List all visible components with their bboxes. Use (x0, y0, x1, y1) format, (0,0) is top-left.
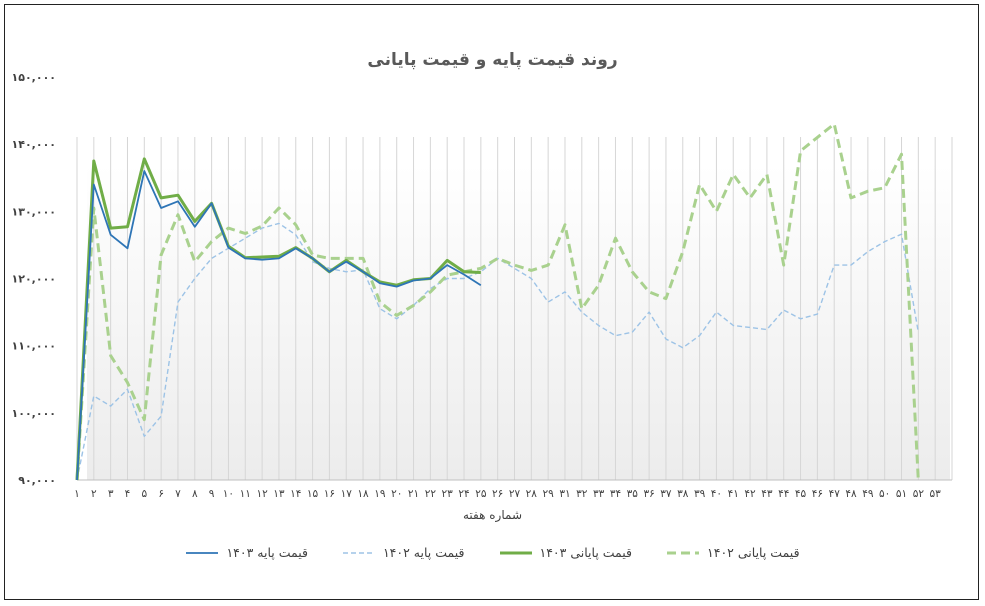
x-tick-label: ۲۹ (543, 488, 555, 500)
x-tick-label: ۳۱ (559, 488, 570, 500)
legend-label: قیمت پایه ۱۴۰۳ (226, 545, 308, 560)
x-tick-label: ۶ (158, 488, 164, 500)
legend-label: قیمت پایانی ۱۴۰۲ (707, 545, 800, 560)
legend-item: قیمت پایه ۱۴۰۳ (185, 545, 308, 560)
x-tick-label: ۲۶ (492, 488, 503, 500)
y-tick-label: ۱۴۰,۰۰۰ (12, 138, 56, 151)
plot-background (87, 164, 950, 481)
y-tick-label: ۱۱۰,۰۰۰ (12, 340, 56, 353)
x-tick-label: ۱۵ (307, 488, 319, 500)
x-tick-label: ۳ (108, 488, 114, 500)
y-tick-label: ۱۳۰,۰۰۰ (12, 205, 56, 218)
x-tick-label: ۲۳ (442, 488, 454, 500)
x-tick-label: ۵۱ (896, 488, 907, 500)
x-tick-label: ۳۸ (677, 488, 689, 500)
legend-swatch (186, 551, 219, 554)
legend-swatch (499, 551, 532, 554)
x-tick-label: ۲ (91, 488, 97, 500)
x-tick-label: ۱۳ (273, 488, 285, 500)
legend-item: قیمت پایه ۱۴۰۲ (342, 545, 465, 560)
x-tick-label: ۳۲ (576, 488, 588, 500)
legend: قیمت پایانی ۱۴۰۲ قیمت پایانی ۱۴۰۳ قیمت پای… (0, 545, 985, 560)
x-tick-label: ۹ (209, 488, 215, 500)
x-axis-title: شماره هفته (463, 508, 522, 522)
x-tick-label: ۳۴ (610, 488, 621, 500)
x-tick-label: ۱۴ (290, 488, 301, 500)
x-tick-label: ۸ (192, 488, 198, 500)
x-tick-label: ۳۹ (694, 488, 706, 500)
series-line (75, 122, 920, 481)
x-tick-label: ۲۴ (458, 488, 469, 500)
x-tick-label: ۱ (74, 488, 80, 500)
legend-label: قیمت پایانی ۱۴۰۳ (539, 545, 633, 560)
x-tick-label: ۲۸ (526, 488, 538, 500)
legend-item: قیمت پایانی ۱۴۰۲ (666, 545, 800, 560)
x-tick-label: ۳۵ (627, 488, 639, 500)
x-tick-label: ۱۰ (223, 488, 234, 500)
x-tick-label: ۲۱ (408, 488, 419, 500)
x-tick-label: ۳۶ (643, 488, 654, 500)
x-tick-label: ۴۵ (795, 488, 807, 500)
x-tick-label: ۴۷ (829, 488, 841, 500)
legend-swatch (342, 551, 375, 554)
y-tick-label: ۱۰۰,۰۰۰ (12, 407, 56, 420)
x-tick-label: ۴۹ (862, 488, 874, 500)
x-tick-label: ۴۱ (728, 488, 739, 500)
x-tick-label: ۵۰ (879, 488, 890, 500)
legend-item: قیمت پایانی ۱۴۰۳ (499, 545, 633, 560)
x-tick-label: ۵۳ (930, 488, 942, 500)
x-tick-label: ۵۲ (913, 488, 925, 500)
x-tick-label: ۳۷ (660, 488, 672, 500)
x-tick-label: ۴۰ (711, 488, 722, 500)
x-tick-label: ۱۸ (357, 488, 369, 500)
x-tick-label: ۴۳ (761, 488, 773, 500)
x-tick-label: ۲۰ (391, 488, 402, 500)
x-tick-label: ۲۲ (425, 488, 437, 500)
y-tick-label: ۱۵۰,۰۰۰ (12, 71, 56, 84)
chart-title: روند قیمت پایه و قیمت پایانی (367, 50, 618, 70)
x-tick-label: ۵ (141, 488, 147, 500)
x-tick-label: ۴۴ (778, 488, 789, 500)
y-tick-label: ۱۲۰,۰۰۰ (12, 273, 56, 286)
legend-label: قیمت پایه ۱۴۰۲ (382, 545, 465, 560)
x-tick-label: ۴۲ (744, 488, 756, 500)
y-tick-label: ۹۰,۰۰۰ (18, 474, 56, 487)
x-tick-label: ۷ (175, 488, 181, 500)
x-tick-label: ۳۳ (593, 488, 605, 500)
x-tick-label: ۲۷ (509, 488, 521, 500)
x-tick-label: ۴۶ (812, 488, 823, 500)
x-tick-label: ۱۲ (256, 488, 268, 500)
x-tick-label: ۲۵ (475, 488, 487, 500)
x-tick-label: ۴ (125, 488, 131, 500)
x-tick-label: ۱۷ (341, 488, 353, 500)
legend-swatch (667, 551, 700, 554)
series-line (76, 170, 482, 481)
series-line (76, 222, 919, 481)
x-tick-label: ۴۸ (845, 488, 857, 500)
x-tick-label: ۱۶ (324, 488, 335, 500)
x-tick-label: ۱۹ (374, 488, 386, 500)
x-tick-label: ۱۱ (240, 488, 251, 500)
